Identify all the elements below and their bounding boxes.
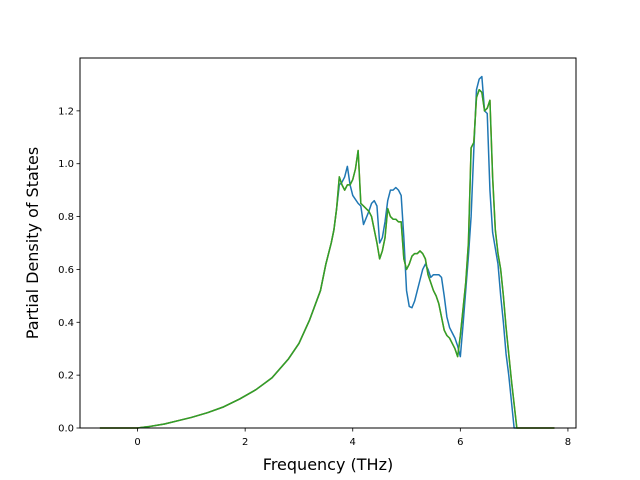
x-axis-label: Frequency (THz) [263,455,393,474]
x-tick-label: 0 [134,437,140,448]
y-tick-label: 1.0 [58,159,74,170]
y-axis-label: Partial Density of States [23,147,42,339]
y-tick-label: 0.8 [58,212,74,223]
y-tick-label: 0.0 [58,424,74,435]
x-tick-label: 4 [350,437,356,448]
y-tick-label: 0.2 [58,371,74,382]
x-tick-label: 2 [242,437,248,448]
y-axis-ticks: 0.0 0.2 0.4 0.6 0.8 1.0 1.2 [58,106,80,435]
x-tick-label: 8 [565,437,571,448]
series-layer [99,75,555,429]
y-tick-label: 0.4 [58,318,74,329]
axes-frame [79,57,577,429]
y-tick-label: 0.6 [58,265,74,276]
x-tick-label: 6 [457,437,463,448]
y-tick-label: 1.2 [58,106,74,117]
x-axis-ticks: 0 2 4 6 8 [134,428,571,448]
series-line-2 [99,88,555,429]
